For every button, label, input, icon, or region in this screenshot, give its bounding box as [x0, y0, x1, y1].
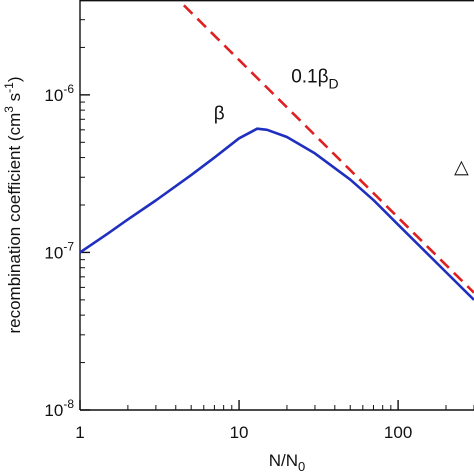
- y-tick-label: 10-7: [44, 239, 74, 262]
- series-layer: [79, 4, 474, 301]
- beta-curve: [79, 127, 474, 301]
- y-tick-label: 10-8: [44, 397, 74, 420]
- labels-layer: 1 10 100 10-8 10-7 10-6 β 0.1βD △ N/N0 recombinati…: [2, 66, 469, 474]
- ticks: [79, 0, 474, 411]
- beta-label: β: [214, 103, 225, 124]
- beta-d-dashed-line: [182, 4, 474, 294]
- beta-d-label: 0.1βD: [291, 66, 338, 91]
- x-tick-label: 1: [75, 423, 84, 442]
- x-tick-label: 10: [230, 423, 249, 442]
- y-tick-label: 10-6: [44, 82, 74, 105]
- x-tick-label: 100: [384, 423, 412, 442]
- triangle-marker: △: [454, 157, 469, 178]
- x-axis-label: N/N0: [269, 451, 306, 474]
- y-axis-label: recombination coefficient (cm3 s-1): [2, 76, 24, 333]
- plot-frame: [79, 0, 474, 411]
